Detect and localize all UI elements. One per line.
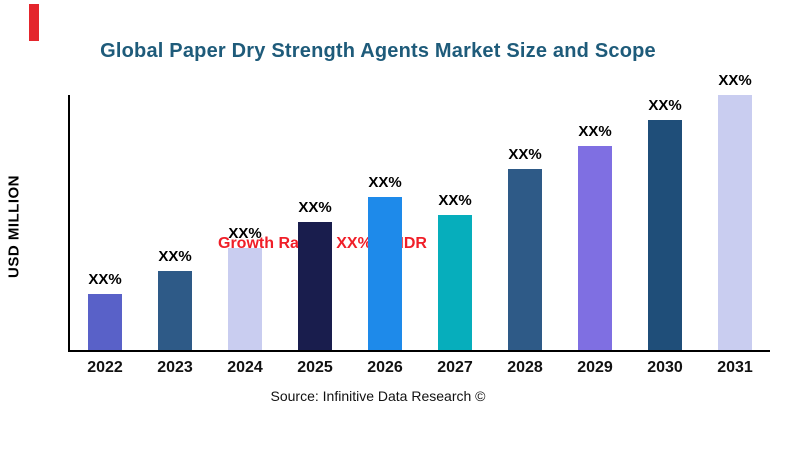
page-title: Global Paper Dry Strength Agents Market … xyxy=(100,40,656,62)
bar xyxy=(88,294,122,350)
bar xyxy=(508,169,542,350)
x-tick-label: 2027 xyxy=(437,359,473,376)
bar xyxy=(368,197,402,350)
bar xyxy=(578,146,612,350)
bar-group: XX% xyxy=(140,248,210,350)
bar-group: XX% xyxy=(700,72,770,350)
bar-group: XX% xyxy=(280,199,350,350)
x-tick-label: 2028 xyxy=(507,359,543,376)
bar xyxy=(718,95,752,350)
x-tick-label: 2029 xyxy=(577,359,613,376)
bar-group: XX% xyxy=(210,225,280,350)
bar-value-label: XX% xyxy=(648,97,682,114)
x-tick-label: 2031 xyxy=(717,359,753,376)
bar xyxy=(298,222,332,350)
bar-group: XX% xyxy=(350,174,420,350)
bars-row: XX% XX% XX% XX% XX% XX% XX% XX% XX% XX% xyxy=(70,72,770,350)
y-axis-line xyxy=(68,95,70,352)
bar xyxy=(158,271,192,350)
bar-value-label: XX% xyxy=(508,146,542,163)
bar-group: XX% xyxy=(630,97,700,350)
x-tick-label: 2024 xyxy=(227,359,263,376)
x-tick-label: 2026 xyxy=(367,359,403,376)
x-axis-line xyxy=(68,350,770,352)
bar-group: XX% xyxy=(560,123,630,350)
y-axis-label: USD MILLION xyxy=(5,175,23,278)
bar-value-label: XX% xyxy=(368,174,402,191)
bar-group: XX% xyxy=(490,146,560,350)
bar-value-label: XX% xyxy=(158,248,192,265)
bar xyxy=(228,248,262,350)
bar-value-label: XX% xyxy=(578,123,612,140)
x-tick-label: 2025 xyxy=(297,359,333,376)
bar-group: XX% xyxy=(420,192,490,350)
bar-group: XX% xyxy=(70,271,140,350)
bar xyxy=(648,120,682,350)
x-tick-label: 2023 xyxy=(157,359,193,376)
plot-area: Growth Rate at XX% by IDR XX%XX%XX%XX%XX… xyxy=(68,72,770,397)
bar-value-label: XX% xyxy=(438,192,472,209)
bar-value-label: XX% xyxy=(228,225,262,242)
x-tick-label: 2022 xyxy=(87,359,123,376)
bar-value-label: XX% xyxy=(88,271,122,288)
x-ticks-row: 2022 2023 2024 2025 2026 2027 2028 2029 2030 2031 xyxy=(70,359,770,377)
x-tick-label: 2030 xyxy=(647,359,683,376)
bar-value-label: XX% xyxy=(298,199,332,216)
red-accent-stripe xyxy=(29,4,39,41)
bar xyxy=(438,215,472,350)
bar-value-label: XX% xyxy=(718,72,752,89)
source-attribution: Source: Infinitive Data Research © xyxy=(270,388,486,404)
